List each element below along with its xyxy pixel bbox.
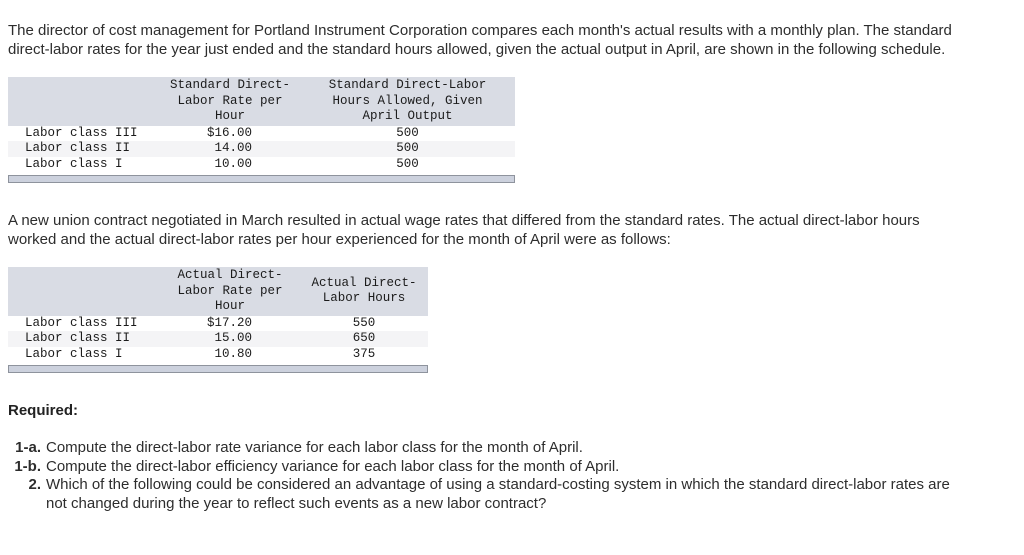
row-label-cell: Labor class III (25, 125, 138, 140)
actual-table-header-row: Actual Direct-Labor Rate per Hour Actual… (8, 267, 428, 316)
row-label-cell: Labor class I (25, 346, 123, 361)
item-number: 2. (28, 476, 41, 493)
rate-cell: 15.00 (214, 331, 252, 345)
rate-cell: $16.00 (206, 125, 252, 140)
item-text: Which of the following could be consider… (46, 476, 950, 512)
list-item: 1-a. Compute the direct-labor rate varia… (8, 439, 1016, 458)
hours-cell: 650 (352, 331, 376, 345)
rate-cell: 10.80 (214, 346, 252, 361)
hours-cell: 500 (396, 156, 419, 171)
item-number: 1-a. (15, 439, 41, 456)
rate-cell: 14.00 (214, 141, 252, 155)
row-label-cell: Labor class II (25, 331, 131, 345)
header-hours-label: Actual Direct-Labor Hours (311, 275, 417, 306)
actual-schedule: Actual Direct-Labor Rate per Hour Actual… (8, 267, 1016, 373)
intro-paragraph: The director of cost management for Port… (8, 22, 952, 58)
hours-cell: 500 (396, 141, 419, 155)
list-item: 2. Which of the following could be consi… (8, 476, 1016, 513)
rate-cell: $17.20 (206, 315, 252, 330)
union-contract-paragraph: A new union contract negotiated in March… (8, 212, 920, 248)
actual-table: Actual Direct-Labor Rate per Hour Actual… (8, 267, 428, 362)
header-hours-cell: Standard Direct-Labor Hours Allowed, Giv… (300, 78, 515, 125)
row-label-cell: Labor class II (25, 141, 131, 155)
row-label-cell: Labor class III (25, 315, 138, 330)
row-label-cell: Labor class I (25, 156, 123, 171)
hours-cell: 550 (352, 315, 376, 330)
standard-table: Standard Direct-Labor Rate per Hour Stan… (8, 77, 515, 172)
horizontal-scrollbar[interactable] (8, 365, 428, 373)
standard-table-header-row: Standard Direct-Labor Rate per Hour Stan… (8, 77, 515, 126)
horizontal-scrollbar[interactable] (8, 175, 515, 183)
item-text: Compute the direct-labor rate variance f… (46, 439, 583, 456)
header-rate-label: Standard Direct-Labor Rate per Hour (169, 78, 291, 123)
header-rate-cell: Actual Direct-Labor Rate per Hour (160, 268, 300, 315)
table-row: Labor class II 15.00 650 (8, 331, 428, 347)
list-item: 1-b. Compute the direct-labor efficiency… (8, 458, 1016, 477)
item-number: 1-b. (14, 457, 41, 475)
header-hours-label: Standard Direct-Labor Hours Allowed, Giv… (328, 78, 487, 123)
standard-schedule: Standard Direct-Labor Rate per Hour Stan… (8, 77, 1016, 183)
required-heading: Required: (8, 402, 79, 419)
header-rate-cell: Standard Direct-Labor Rate per Hour (160, 78, 300, 125)
table-row: Labor class III $16.00 500 (8, 126, 515, 142)
header-hours-cell: Actual Direct-Labor Hours (300, 276, 428, 307)
hours-cell: 375 (352, 346, 376, 361)
table-row: Labor class I 10.00 500 (8, 157, 515, 173)
table-row: Labor class I 10.80 375 (8, 347, 428, 363)
item-text: Compute the direct-labor efficiency vari… (46, 457, 620, 475)
required-items: 1-a. Compute the direct-labor rate varia… (8, 439, 1016, 513)
table-row: Labor class III $17.20 550 (8, 316, 428, 332)
rate-cell: 10.00 (214, 156, 252, 171)
header-rate-label: Actual Direct-Labor Rate per Hour (177, 268, 283, 313)
hours-cell: 500 (396, 125, 419, 140)
table-row: Labor class II 14.00 500 (8, 141, 515, 157)
